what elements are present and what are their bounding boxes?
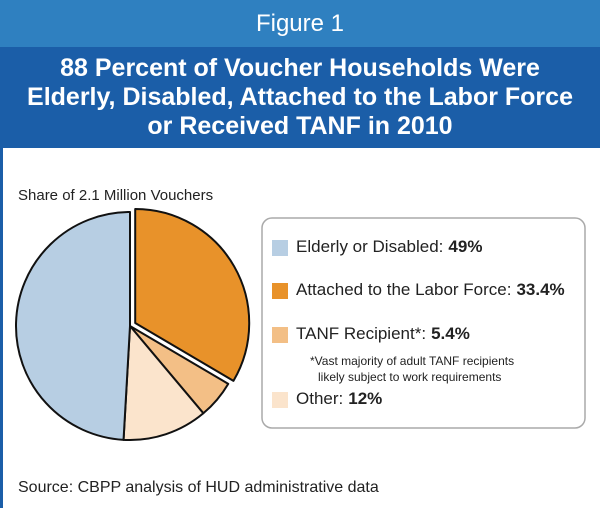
legend-name: Attached to the Labor Force: xyxy=(296,280,511,299)
subtitle: Share of 2.1 Million Vouchers xyxy=(18,187,213,204)
footnote: likely subject to work requirements xyxy=(318,370,501,384)
legend-swatch xyxy=(272,392,288,408)
legend-label: Elderly or Disabled: 49% xyxy=(296,237,482,256)
footnote: *Vast majority of adult TANF recipients xyxy=(310,354,514,368)
legend-swatch xyxy=(272,283,288,299)
source: Source: CBPP analysis of HUD administrat… xyxy=(18,479,379,496)
legend-name: Other: xyxy=(296,389,343,408)
legend-name: TANF Recipient*: xyxy=(296,324,426,343)
legend-value: 12% xyxy=(348,389,382,408)
pie-slice xyxy=(15,211,131,441)
legend-value: 33.4% xyxy=(516,280,564,299)
legend-label: TANF Recipient*: 5.4% xyxy=(296,324,470,343)
legend-value: 5.4% xyxy=(431,324,470,343)
legend-swatch xyxy=(272,327,288,343)
chart: Share of 2.1 Million Vouchers Source: CB… xyxy=(0,148,586,508)
pie-slice xyxy=(134,208,251,382)
legend-name: Elderly or Disabled: xyxy=(296,237,443,256)
figure-label: Figure 1 xyxy=(0,0,600,47)
legend-value: 49% xyxy=(448,237,482,256)
legend-box xyxy=(261,217,586,429)
left-border xyxy=(0,148,3,508)
title-band: 88 Percent of Voucher Households Were El… xyxy=(0,47,600,148)
chart-title: 88 Percent of Voucher Households Were El… xyxy=(27,54,573,140)
legend-label: Other: 12% xyxy=(296,389,382,408)
legend-label: Attached to the Labor Force: 33.4% xyxy=(296,280,565,299)
pie-slice xyxy=(122,325,205,441)
legend-swatch xyxy=(272,240,288,256)
